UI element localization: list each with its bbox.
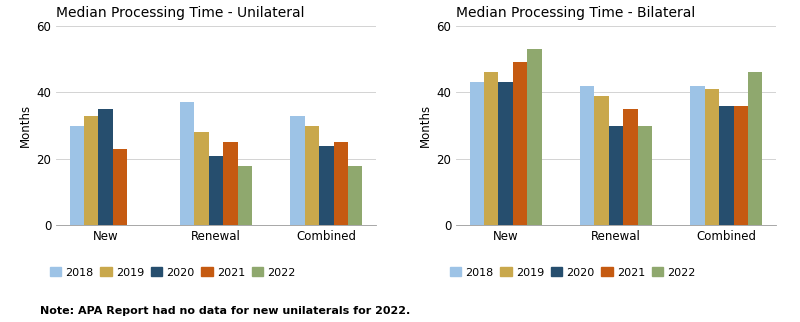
- Bar: [194, 132, 209, 225]
- Bar: [748, 72, 762, 225]
- Bar: [98, 109, 113, 225]
- Y-axis label: Months: Months: [19, 104, 32, 147]
- Bar: [113, 149, 127, 225]
- Bar: [580, 86, 594, 225]
- Bar: [609, 126, 623, 225]
- Bar: [305, 126, 319, 225]
- Bar: [209, 156, 223, 225]
- Bar: [690, 86, 705, 225]
- Y-axis label: Months: Months: [419, 104, 432, 147]
- Legend: 2018, 2019, 2020, 2021, 2022: 2018, 2019, 2020, 2021, 2022: [446, 263, 700, 282]
- Bar: [623, 109, 638, 225]
- Bar: [180, 102, 194, 225]
- Bar: [638, 126, 652, 225]
- Bar: [513, 62, 527, 225]
- Bar: [70, 126, 84, 225]
- Legend: 2018, 2019, 2020, 2021, 2022: 2018, 2019, 2020, 2021, 2022: [46, 263, 300, 282]
- Bar: [705, 89, 719, 225]
- Bar: [84, 116, 98, 225]
- Bar: [527, 49, 542, 225]
- Bar: [319, 146, 334, 225]
- Text: Median Processing Time - Unilateral: Median Processing Time - Unilateral: [56, 6, 305, 20]
- Bar: [734, 106, 748, 225]
- Bar: [498, 82, 513, 225]
- Bar: [348, 166, 362, 225]
- Bar: [238, 166, 252, 225]
- Bar: [223, 142, 238, 225]
- Text: Note: APA Report had no data for new unilaterals for 2022.: Note: APA Report had no data for new uni…: [40, 306, 410, 316]
- Bar: [484, 72, 498, 225]
- Bar: [334, 142, 348, 225]
- Text: Median Processing Time - Bilateral: Median Processing Time - Bilateral: [456, 6, 695, 20]
- Bar: [470, 82, 484, 225]
- Bar: [719, 106, 734, 225]
- Bar: [290, 116, 305, 225]
- Bar: [594, 96, 609, 225]
